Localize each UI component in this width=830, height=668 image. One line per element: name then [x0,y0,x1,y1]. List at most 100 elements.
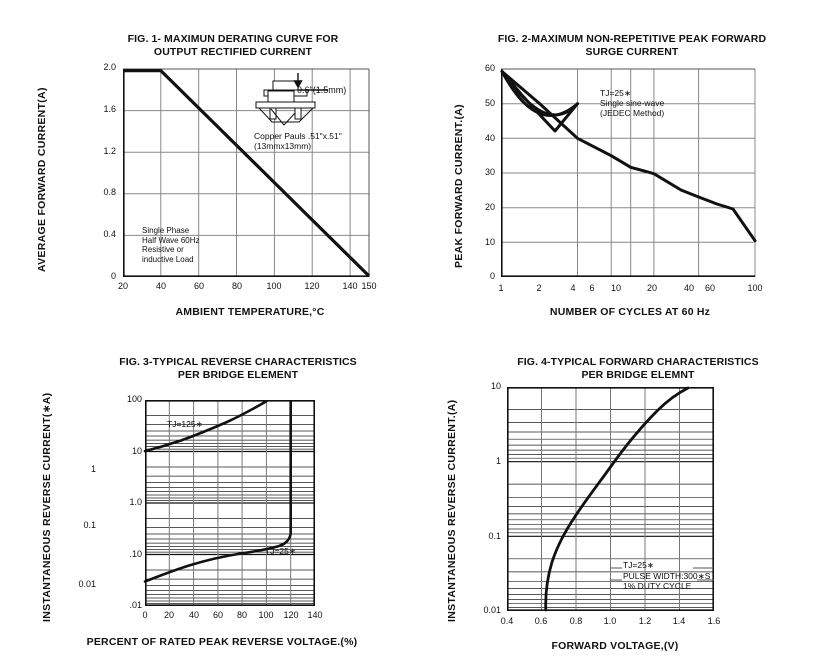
figure-4-title: FIG. 4-TYPICAL FORWARD CHARACTERISTICS P… [483,356,793,381]
figure-1-title-line1: FIG. 1- MAXIMUN DERATING CURVE FOR [127,33,339,45]
figure-2-surge-curve-points [500,69,579,133]
figure-3-xtick-1: 20 [163,610,174,620]
figure-2-xtick-6: 40 [683,283,694,293]
figure-1-xtick-7: 150 [361,281,377,291]
figure-2-xtick-4: 10 [610,283,621,293]
figure-4-xtick-2: 0.8 [569,616,583,626]
figure-2-minor-gridlines [610,69,632,277]
figure-2-title-line1: FIG. 2-MAXIMUM NON-REPETITIVE PEAK FORWA… [497,33,767,45]
figure-1-xtick-2: 60 [193,281,204,291]
figure-2-x-axis-label: NUMBER OF CYCLES AT 60 Hz [549,306,711,318]
figure-1: FIG. 1- MAXIMUN DERATING CURVE FOR OUTPU… [0,0,415,334]
figure-2-xtick-8: 100 [747,283,763,293]
figure-3-label-tj125: TJ=125∗ [167,419,203,429]
figure-4-forward-curve [544,386,690,612]
figure-4-frame [507,387,714,611]
figure-3-xtick-4: 80 [236,610,247,620]
figure-4-xtick-4: 1.2 [638,616,652,626]
figure-1-ytick-2: 0.8 [103,187,116,197]
figure-3: FIG. 3-TYPICAL REVERSE CHARACTERISTICS P… [0,334,415,668]
figure-3-y-axis-label: INSTANTANEOUS REVERSE CURRENT(∗A) [41,392,53,622]
figure-3-outer-ytick-0p01: 0.01 [78,579,96,589]
figure-1-axes [123,69,369,277]
figure-3-ytick-0p01: .01 [129,600,142,610]
figure-1-y-axis-label: AVERAGE FORWARD CURRENT(A) [36,87,48,272]
figure-4-note-leaders [610,567,714,581]
figure-2-xtick-3: 6 [589,283,595,293]
figure-1-ytick-0: 0 [110,271,116,281]
figure-3-curve-tj125 [143,399,268,453]
figure-3-plot [143,399,315,606]
figure-3-outer-ytick-1: 1 [90,464,96,474]
figure-1-frame-light [123,68,370,277]
figure-2-xtick-1: 2 [536,283,542,293]
figure-3-xtick-6: 120 [283,610,299,620]
figure-3-title-line2: PER BRIDGE ELEMENT [177,368,299,381]
figure-2-conditions-note: TJ=25∗ Single sine-wave (JEDEC Method) [600,88,665,118]
figure-1-xtick-5: 120 [304,281,320,291]
figure-1-xtick-4: 100 [266,281,282,291]
figure-2-ytick-2: 20 [484,202,495,212]
figure-1-xtick-3: 80 [231,281,242,291]
figure-1-inset-pad-label: Copper Pauls .51"x.51" (13mmx13mm) [254,131,342,151]
figure-3-title-line1: FIG. 3-TYPICAL REVERSE CHARACTERISTICS [119,356,357,368]
figure-3-frame [145,400,315,606]
figure-2-ytick-3: 30 [484,167,495,177]
figure-1-xtick-1: 40 [155,281,166,291]
figure-4-xtick-6: 1.6 [707,616,721,626]
figure-1-conditions-note: Single Phase Half Wave 60Hz Resistive or… [142,226,200,264]
figure-2-plot [500,68,757,277]
figure-3-ytick-1: 1.0 [129,497,142,507]
figure-4-ytick-1: 1 [495,456,501,466]
figure-3-title: FIG. 3-TYPICAL REVERSE CHARACTERISTICS P… [88,356,388,381]
figure-2-curve [500,70,757,243]
figure-4-plot [507,386,714,612]
figure-2-xtick-0: 1 [498,283,504,293]
figure-2-xtick-2: 4 [570,283,576,293]
figure-2-ytick-4: 40 [484,133,495,143]
figure-3-xtick-5: 100 [258,610,274,620]
figure-4-ytick-0p01: 0.01 [483,605,501,615]
figure-1-ytick-1: 0.4 [103,229,116,239]
figure-2-xtick-7: 60 [704,283,715,293]
figure-4-xtick-0: 0.4 [500,616,514,626]
figure-2-ytick-0: 0 [489,271,495,281]
figure-2-gridlines [501,69,756,277]
figure-2-axes [501,69,755,277]
figure-1-inset-arrow [293,73,328,91]
figure-4-title-line1: FIG. 4-TYPICAL FORWARD CHARACTERISTICS [517,356,759,368]
figure-3-ytick-100: 100 [126,394,142,404]
figure-1-xtick-0: 20 [117,281,128,291]
figure-2-ytick-1: 10 [484,237,495,247]
figure-4-y-axis-label: INSTANTANEOUS REVERSE CURRENT.(A) [446,399,458,622]
figure-1-ytick-5: 2.0 [103,62,116,72]
figure-3-label-tj25: TJ=25∗ [265,546,296,556]
figure-1-title-line2: OUTPUT RECTIFIED CURRENT [153,45,313,58]
figure-1-derating-curve [123,69,371,278]
figure-4-ytick-10: 10 [490,381,501,391]
figure-3-curve-tj25 [143,532,292,583]
figure-1-title: FIG. 1- MAXIMUN DERATING CURVE FOR OUTPU… [88,33,378,58]
figure-1-ytick-3: 1.2 [103,146,116,156]
figure-1-x-axis-label: AMBIENT TEMPERATURE,°C [175,306,325,318]
figure-4-ytick-0p1: 0.1 [488,531,501,541]
figure-2-ytick-6: 60 [484,63,495,73]
figure-2-xtick-5: 20 [646,283,657,293]
figure-4-title-line2: PER BRIDGE ELEMNT [581,368,695,381]
figure-3-ytick-0p1: .10 [129,549,142,559]
figure-2-title: FIG. 2-MAXIMUM NON-REPETITIVE PEAK FORWA… [467,33,797,58]
figure-1-xtick-6: 140 [342,281,358,291]
figure-2-ytick-5: 50 [484,98,495,108]
figure-3-xtick-0: 0 [142,610,148,620]
figure-3-outer-ytick-0p1: 0.1 [83,520,96,530]
figure-1-ytick-4: 1.6 [103,104,116,114]
figure-4-xtick-5: 1.4 [672,616,686,626]
figure-3-ytick-10: 10 [131,446,142,456]
figure-3-x-axis-label: PERCENT OF RATED PEAK REVERSE VOLTAGE.(%… [86,636,358,648]
figure-3-xtick-7: 140 [307,610,323,620]
figure-4-x-axis-label: FORWARD VOLTAGE,(V) [551,640,679,652]
figure-3-xtick-3: 60 [212,610,223,620]
figure-3-xtick-2: 40 [188,610,199,620]
figure-1-inset-thickness-label: 0.6"(1.5mm) [297,85,347,95]
figure-1-package-inset [255,80,316,126]
